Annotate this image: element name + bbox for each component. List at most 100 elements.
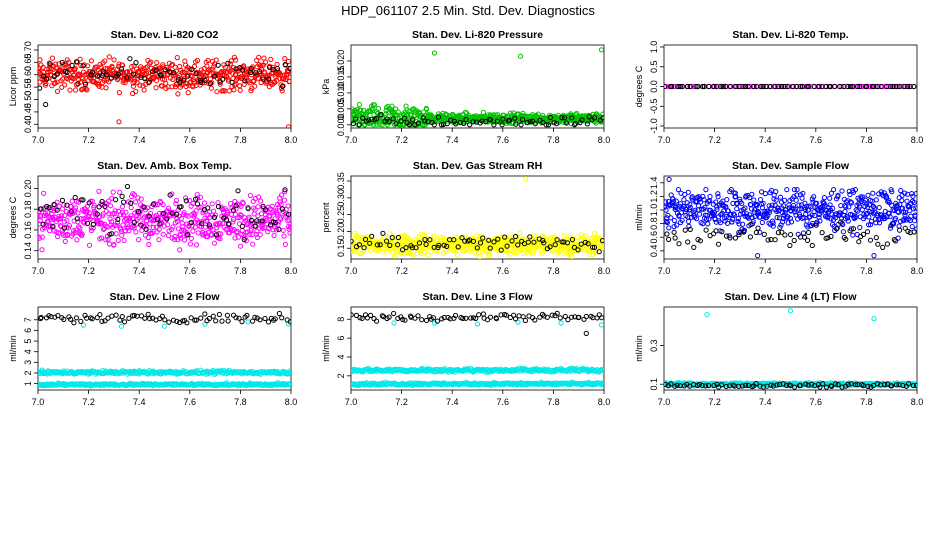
data-point bbox=[157, 221, 163, 227]
data-point bbox=[240, 67, 246, 73]
series-secondary bbox=[38, 56, 291, 108]
data-point bbox=[763, 83, 770, 90]
y-tick-label: 5 bbox=[23, 339, 33, 344]
data-point bbox=[192, 317, 198, 323]
series-primary bbox=[38, 188, 291, 253]
outlier-point bbox=[517, 53, 524, 59]
data-point bbox=[697, 211, 703, 217]
data-point bbox=[816, 83, 822, 90]
data-point bbox=[235, 188, 241, 194]
data-point bbox=[383, 111, 389, 117]
data-point bbox=[524, 119, 530, 125]
data-point bbox=[188, 235, 194, 241]
data-point bbox=[269, 64, 276, 71]
data-point bbox=[822, 202, 828, 208]
data-point bbox=[910, 193, 916, 199]
data-point bbox=[909, 224, 915, 230]
y-tick-label: 0.015 bbox=[336, 66, 346, 89]
data-point bbox=[39, 247, 45, 253]
data-point bbox=[601, 367, 604, 373]
data-point bbox=[181, 77, 187, 83]
data-point bbox=[173, 201, 179, 207]
data-point bbox=[254, 234, 260, 241]
data-point bbox=[204, 218, 210, 224]
data-point bbox=[493, 316, 500, 322]
data-point bbox=[777, 224, 783, 230]
x-tick-label: 7.0 bbox=[345, 266, 358, 276]
data-point bbox=[209, 232, 215, 238]
data-point bbox=[62, 82, 68, 88]
data-point bbox=[674, 222, 680, 228]
data-point bbox=[834, 226, 840, 232]
data-point bbox=[819, 209, 825, 215]
x-tick-label: 7.2 bbox=[395, 397, 408, 407]
data-point bbox=[600, 243, 604, 249]
data-point bbox=[802, 206, 808, 213]
data-point bbox=[878, 83, 884, 90]
data-point bbox=[215, 204, 222, 210]
data-point bbox=[212, 214, 218, 220]
x-tick-label: 7.0 bbox=[345, 135, 358, 145]
data-point bbox=[189, 66, 195, 72]
data-point bbox=[80, 63, 86, 69]
data-point bbox=[914, 226, 917, 232]
x-tick-label: 7.4 bbox=[759, 266, 772, 276]
y-tick-label: 1 bbox=[23, 381, 33, 386]
data-point bbox=[226, 221, 232, 227]
data-point bbox=[569, 314, 575, 320]
data-point bbox=[773, 197, 779, 203]
data-point bbox=[142, 232, 149, 238]
data-point bbox=[97, 312, 103, 318]
data-point bbox=[371, 316, 377, 322]
data-point bbox=[828, 216, 834, 222]
data-point bbox=[230, 65, 237, 71]
data-point bbox=[393, 106, 399, 112]
data-point bbox=[74, 216, 80, 222]
data-point bbox=[739, 200, 745, 206]
data-point bbox=[59, 213, 65, 219]
data-point bbox=[791, 237, 797, 244]
data-point bbox=[175, 207, 181, 213]
data-point bbox=[66, 59, 72, 66]
data-point bbox=[865, 192, 871, 198]
data-point bbox=[278, 216, 284, 222]
data-point bbox=[809, 242, 815, 249]
data-point bbox=[738, 211, 744, 217]
data-point bbox=[535, 111, 541, 117]
data-point bbox=[811, 194, 817, 200]
data-point bbox=[837, 210, 844, 216]
y-tick-label: 0.4 bbox=[649, 245, 659, 258]
x-tick-label: 7.4 bbox=[133, 266, 146, 276]
data-point bbox=[281, 197, 288, 203]
data-point bbox=[912, 212, 917, 218]
data-point bbox=[177, 232, 183, 238]
data-point bbox=[462, 238, 468, 244]
data-point bbox=[516, 313, 522, 319]
data-point bbox=[377, 242, 383, 248]
data-point bbox=[106, 198, 112, 204]
data-point bbox=[359, 315, 365, 321]
data-point bbox=[280, 381, 287, 387]
data-point bbox=[88, 58, 95, 64]
data-point bbox=[539, 311, 546, 317]
data-point bbox=[75, 210, 81, 216]
data-point bbox=[675, 187, 682, 193]
data-point bbox=[860, 194, 866, 200]
data-point bbox=[855, 208, 861, 214]
series-reference bbox=[351, 310, 604, 336]
data-point bbox=[133, 60, 139, 66]
data-point bbox=[248, 65, 255, 71]
x-tick-label: 8.0 bbox=[285, 397, 298, 407]
data-point bbox=[827, 202, 833, 208]
data-point bbox=[263, 59, 269, 65]
data-point bbox=[279, 315, 285, 321]
data-point bbox=[255, 204, 261, 210]
data-point bbox=[835, 192, 841, 198]
x-tick-label: 8.0 bbox=[598, 135, 611, 145]
data-point bbox=[827, 195, 833, 201]
data-point bbox=[677, 83, 684, 90]
data-point bbox=[100, 211, 106, 217]
data-point bbox=[181, 227, 187, 233]
data-point bbox=[177, 247, 183, 253]
x-tick-label: 7.8 bbox=[860, 135, 873, 145]
